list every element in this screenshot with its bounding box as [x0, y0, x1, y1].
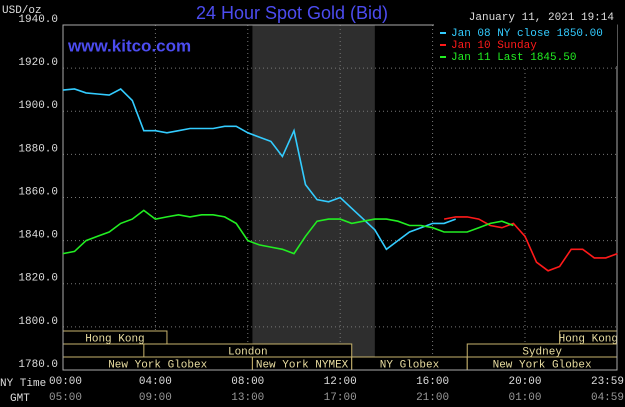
x-tick-label: 00:00 — [49, 376, 82, 388]
legend-label: Jan 11 Last 1845.50 — [451, 52, 576, 64]
x-axis-label: NY Time — [0, 378, 46, 390]
x2-axis-label: GMT — [10, 393, 30, 405]
x-tick-label: 12:00 — [324, 376, 357, 388]
chart-title: 24 Hour Spot Gold (Bid) — [196, 3, 388, 23]
x2-tick-label: 09:00 — [139, 392, 172, 404]
session-label: Hong Kong — [85, 333, 144, 345]
session-label: New York Globex — [108, 359, 207, 371]
session-label: New York Globex — [493, 359, 592, 371]
price-line — [62, 88, 456, 251]
price-line — [443, 216, 618, 272]
x-tick-label: 16:00 — [416, 376, 449, 388]
x-tick-label: 08:00 — [231, 376, 264, 388]
legend-label: Jan 10 Sunday — [451, 40, 537, 52]
y-tick-label: 1920.0 — [18, 57, 58, 69]
plot-frame — [62, 24, 618, 371]
y-axis-label: USD/oz — [2, 5, 42, 17]
legend-box — [434, 24, 617, 66]
x-tick-label: 20:00 — [508, 376, 541, 388]
session-label: London — [228, 346, 268, 358]
y-tick-label: 1940.0 — [18, 14, 58, 26]
x2-tick-label: 01:00 — [508, 392, 541, 404]
y-tick-label: 1780.0 — [18, 359, 58, 371]
y-tick-label: 1820.0 — [18, 273, 58, 285]
watermark: www.kitco.com — [67, 36, 191, 55]
x2-tick-label: 17:00 — [324, 392, 357, 404]
price-line — [62, 209, 514, 255]
x2-tick-label: 13:00 — [231, 392, 264, 404]
x2-tick-label: 04:59 — [591, 392, 624, 404]
y-tick-label: 1880.0 — [18, 143, 58, 155]
y-tick-label: 1900.0 — [18, 100, 58, 112]
y-tick-label: 1800.0 — [18, 316, 58, 328]
session-label: New York NYMEX — [256, 359, 349, 371]
x-tick-label: 04:00 — [139, 376, 172, 388]
x-tick-label: 23:59 — [591, 376, 624, 388]
x2-tick-label: 05:00 — [49, 392, 82, 404]
session-label: NY Globex — [380, 359, 440, 371]
session-label: Hong Kong — [559, 333, 618, 345]
session-label: Sydney — [522, 346, 562, 358]
timestamp: January 11, 2021 19:14 — [469, 12, 615, 24]
y-tick-label: 1860.0 — [18, 186, 58, 198]
legend-label: Jan 08 NY close 1850.00 — [451, 28, 603, 40]
x2-tick-label: 21:00 — [416, 392, 449, 404]
y-tick-label: 1840.0 — [18, 230, 58, 242]
shaded-period — [252, 25, 375, 370]
